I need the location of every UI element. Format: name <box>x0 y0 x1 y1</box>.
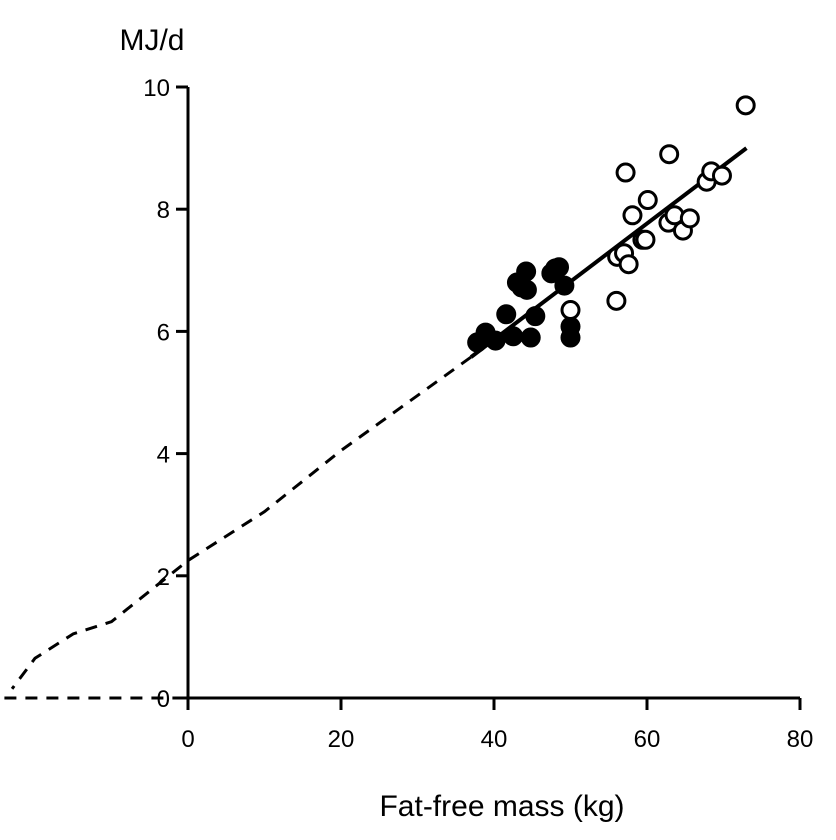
filled-data-point <box>560 327 581 348</box>
filled-data-point <box>516 279 537 300</box>
filled-data-point <box>496 304 517 325</box>
ticks-layer: 0 2 4 6 8 10 0 20 40 60 80 <box>143 75 813 753</box>
open-data-point <box>659 144 680 165</box>
y-axis-title: MJ/d <box>119 24 184 57</box>
open-data-point <box>637 190 658 211</box>
y-tick-label: 0 <box>157 686 170 713</box>
filled-data-point <box>554 275 575 296</box>
points-layer <box>467 95 756 353</box>
open-data-point <box>635 229 656 250</box>
open-data-point <box>560 300 581 321</box>
filled-data-point <box>525 306 546 327</box>
open-data-point <box>735 95 756 116</box>
y-tick-label: 2 <box>157 564 170 591</box>
open-data-point <box>606 290 627 311</box>
y-tick-label: 4 <box>157 442 170 469</box>
x-tick-label: 60 <box>634 726 661 753</box>
lines-layer <box>4 146 748 700</box>
x-tick-label: 20 <box>328 726 355 753</box>
extrapolation-dashed-line <box>10 355 472 690</box>
y-tick-label: 6 <box>157 319 170 346</box>
y-tick-label: 10 <box>143 75 170 102</box>
y-tick-label: 8 <box>157 197 170 224</box>
open-data-point <box>618 254 639 275</box>
x-tick-label: 0 <box>181 726 194 753</box>
filled-data-point <box>520 327 541 348</box>
filled-data-point <box>549 257 570 278</box>
x-axis-title: Fat-free mass (kg) <box>379 790 624 823</box>
open-data-point <box>622 205 643 226</box>
x-tick-label: 80 <box>787 726 814 753</box>
filled-data-point <box>516 261 537 282</box>
open-data-point <box>711 165 732 186</box>
x-tick-label: 40 <box>481 726 508 753</box>
filled-data-point <box>503 326 524 347</box>
filled-data-point <box>485 330 506 351</box>
open-data-point <box>679 208 700 229</box>
open-data-point <box>615 162 636 183</box>
